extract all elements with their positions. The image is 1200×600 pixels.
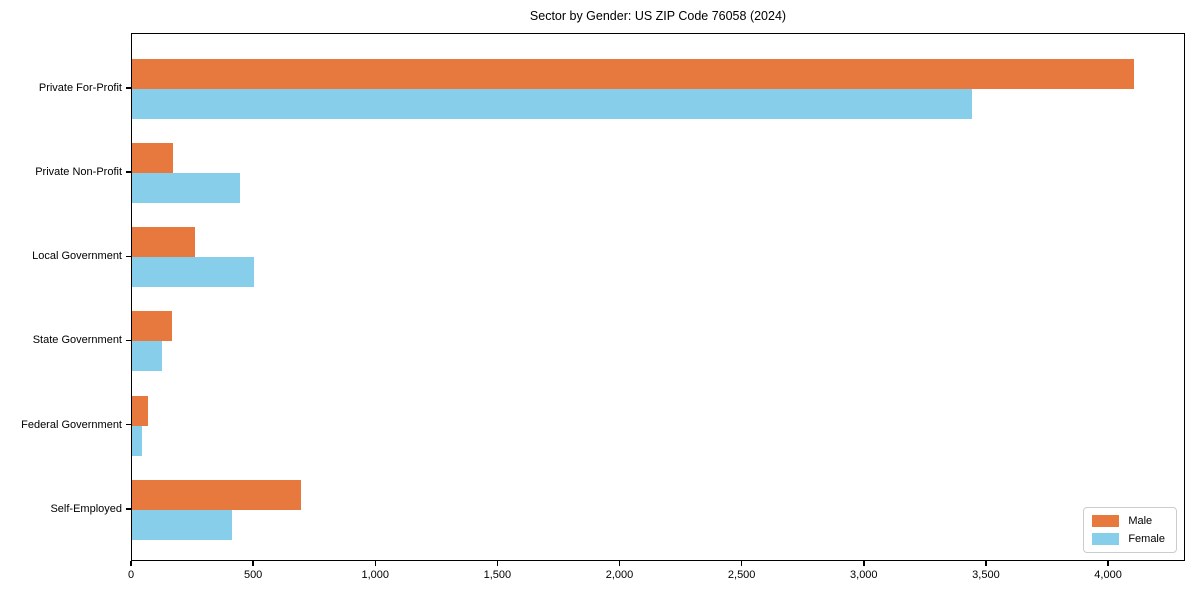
x-tick-mark-4 [618,561,621,566]
legend: Male Female [1083,507,1177,553]
y-tick-mark-5 [126,508,131,510]
x-tick-mark-6 [863,561,865,566]
bar-male-1 [132,143,174,174]
legend-label-male: Male [1128,515,1153,527]
x-tick-label-6: 3,000 [850,569,878,581]
bar-female-3 [132,341,163,372]
y-axis-label-4: Federal Government [21,418,122,431]
legend-label-female: Female [1128,533,1165,545]
y-axis-label-2: Local Government [32,250,122,263]
x-tick-mark-8 [1107,561,1109,566]
bar-male-3 [132,311,173,342]
x-tick-mark-7 [985,561,987,566]
legend-item-male: Male [1092,515,1165,527]
chart-title: Sector by Gender: US ZIP Code 76058 (202… [529,9,787,23]
x-tick-mark-2 [374,561,376,566]
x-tick-mark-5 [740,561,743,566]
y-axis-label-3: State Government [32,334,122,347]
bar-male-2 [132,227,196,258]
bar-male-4 [132,395,148,426]
legend-item-female: Female [1092,533,1165,545]
y-tick-mark-1 [126,171,131,173]
x-tick-label-0: 0 [127,569,135,581]
bar-female-0 [132,89,972,119]
x-tick-label-1: 500 [243,569,263,581]
x-tick-label-3: 1,500 [483,569,512,581]
bar-female-2 [132,257,254,288]
x-tick-mark-0 [130,561,132,566]
x-tick-mark-3 [496,561,499,566]
bar-male-5 [132,479,302,510]
female-swatch [1092,533,1120,545]
y-tick-mark-4 [126,423,131,426]
bar-male-0 [132,59,1135,89]
x-tick-label-8: 4,000 [1094,569,1122,581]
y-axis-label-1: Private Non-Profit [35,166,122,179]
x-tick-label-2: 1,000 [361,569,390,581]
plot-area: Male Female [131,33,1185,561]
y-tick-mark-2 [126,255,131,258]
y-tick-mark-3 [126,339,131,342]
bar-female-1 [132,173,241,204]
x-tick-label-7: 3,500 [972,569,1000,581]
bar-female-4 [132,425,142,456]
x-tick-label-4: 2,000 [605,569,634,581]
x-tick-label-5: 2,500 [727,569,756,581]
x-tick-mark-1 [252,561,254,566]
bar-female-5 [132,509,232,540]
y-axis-label-0: Private For-Profit [38,82,122,94]
y-axis-label-5: Self-Employed [50,502,122,515]
male-swatch [1092,515,1120,527]
y-tick-mark-0 [126,87,131,89]
